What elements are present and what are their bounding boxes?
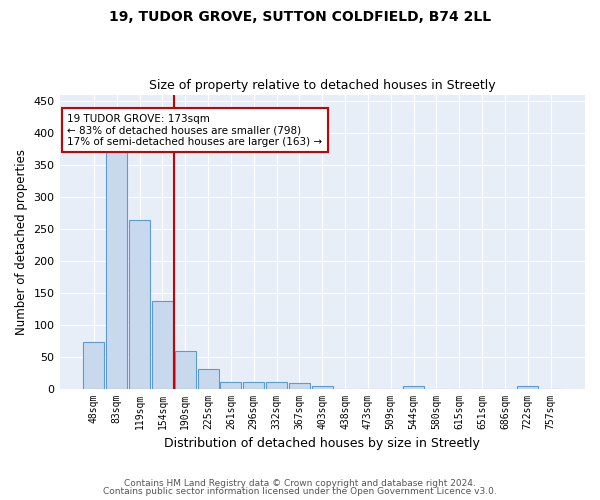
Text: Contains public sector information licensed under the Open Government Licence v3: Contains public sector information licen… (103, 487, 497, 496)
Bar (83, 342, 104, 388)
Bar (517, 386, 538, 388)
Bar (197, 370, 218, 388)
Bar (266, 382, 287, 388)
X-axis label: Distribution of detached houses by size in Streetly: Distribution of detached houses by size … (164, 437, 480, 450)
Bar (175, 352, 196, 389)
Text: 19, TUDOR GROVE, SUTTON COLDFIELD, B74 2LL: 19, TUDOR GROVE, SUTTON COLDFIELD, B74 2… (109, 10, 491, 24)
Bar (243, 382, 264, 388)
Bar (220, 382, 241, 388)
Bar (152, 301, 173, 388)
Bar (106, 152, 127, 388)
Bar (312, 386, 333, 388)
Bar (289, 384, 310, 388)
Text: 19 TUDOR GROVE: 173sqm
← 83% of detached houses are smaller (798)
17% of semi-de: 19 TUDOR GROVE: 173sqm ← 83% of detached… (67, 114, 323, 147)
Bar (129, 220, 150, 388)
Text: Contains HM Land Registry data © Crown copyright and database right 2024.: Contains HM Land Registry data © Crown c… (124, 478, 476, 488)
Title: Size of property relative to detached houses in Streetly: Size of property relative to detached ho… (149, 79, 496, 92)
Bar (403, 386, 424, 388)
Y-axis label: Number of detached properties: Number of detached properties (15, 148, 28, 334)
